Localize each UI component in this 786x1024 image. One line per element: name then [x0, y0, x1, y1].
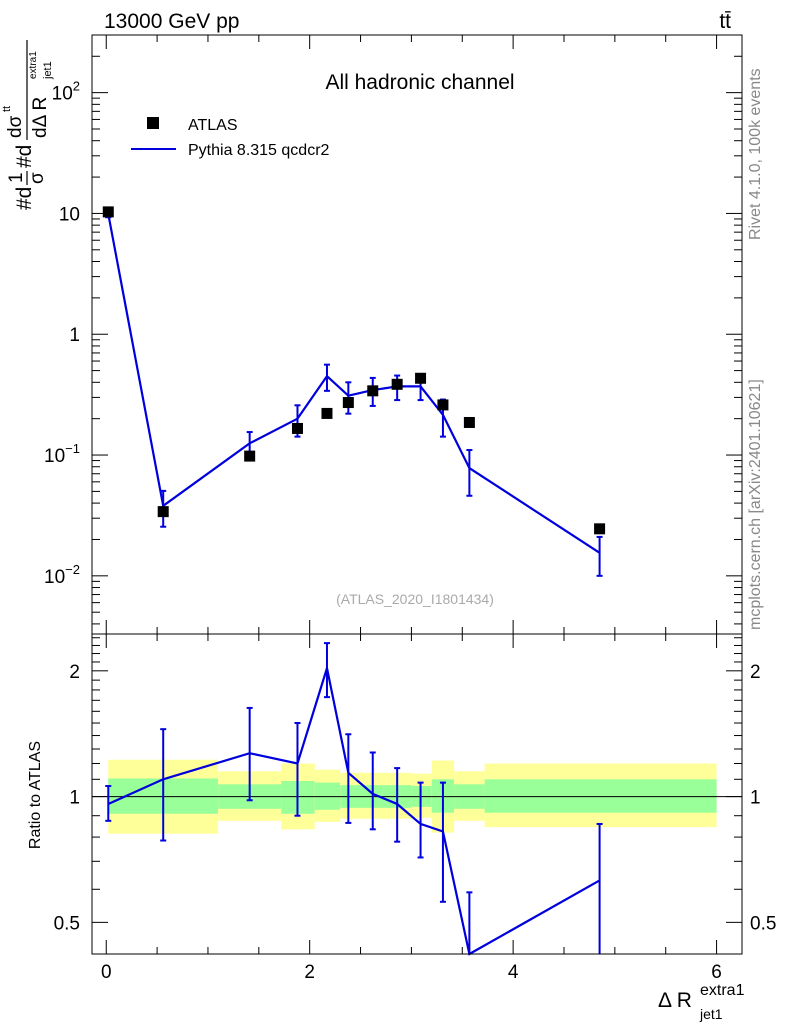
ratio-x-tick-label: 4: [508, 962, 519, 983]
main-y-tick-label: 10−1: [44, 441, 80, 467]
ylabel-frac2-num-sup: tt: [1, 106, 13, 112]
main-series: [102, 206, 606, 577]
ratio-axis-ticks: 0 2 4 6 0.5 0.5 1 1 2 2: [54, 634, 776, 983]
atlas-data-point: [342, 397, 354, 409]
ylabel-mid: #d: [13, 145, 36, 168]
ratio-x-tick-label: 6: [711, 962, 722, 983]
xlabel-sup: extra1: [700, 982, 745, 999]
ratio-y-axis-label: Ratio to ATLAS: [27, 741, 44, 849]
main-y-axis-label: #d 1 σ #d dσ tt dΔ R jet1 extra1: [1, 40, 54, 210]
main-y-tick-label: 10−2: [44, 562, 80, 588]
chart-title: All hadronic channel: [325, 71, 514, 94]
atlas-data-point: [367, 385, 379, 397]
ratio-y-tick-label-right: 1: [750, 788, 761, 809]
ratio-line: [107, 667, 601, 956]
pythia-line: [107, 213, 601, 554]
xlabel-sub: jet1: [699, 1006, 723, 1022]
ratio-series: [105, 642, 603, 956]
atlas-data-point: [437, 399, 449, 411]
main-y-tick-label: 10: [59, 204, 80, 225]
atlas-data-point: [157, 506, 169, 518]
mcplots-label: mcplots.cern.ch [arXiv:2401.10621]: [747, 379, 764, 630]
main-axis-ticks: 10−2 10−1 1 10 102: [44, 34, 742, 634]
process-label: tt̄: [719, 10, 731, 33]
ylabel-frac2-den: dΔ R: [30, 97, 51, 138]
ratio-x-tick-label: 2: [304, 962, 315, 983]
ylabel-main: #d: [13, 187, 36, 210]
analysis-id: (ATLAS_2020_I1801434): [336, 591, 494, 607]
main-y-tick-label: 1: [69, 325, 80, 346]
ylabel-frac2-num: dσ: [5, 115, 26, 138]
legend: ATLAS Pythia 8.315 qcdcr2: [131, 117, 330, 159]
rivet-label: Rivet 4.1.0, 100k events: [747, 68, 764, 240]
energy-label: 13000 GeV pp: [104, 10, 239, 33]
atlas-data-point: [291, 422, 303, 434]
atlas-data-point: [102, 206, 114, 218]
ratio-frame: [91, 633, 743, 955]
ratio-y-tick-label-right: 2: [750, 662, 761, 683]
atlas-data-point: [463, 416, 475, 428]
ratio-x-tick-label: 0: [101, 962, 112, 983]
atlas-data-point: [321, 407, 333, 419]
ratio-y-tick-label-left: 0.5: [54, 913, 80, 934]
ratio-y-tick-label-left: 1: [69, 788, 80, 809]
ratio-y-tick-label-left: 2: [69, 662, 80, 683]
ylabel-frac2-den-sub: jet1: [42, 61, 54, 80]
xlabel-main: Δ R: [658, 989, 692, 1012]
ylabel-frac1-num: 1: [6, 172, 27, 183]
main-y-tick-label: 102: [52, 79, 80, 105]
atlas-data-point: [244, 450, 256, 462]
x-axis-label: Δ R jet1 extra1: [658, 982, 745, 1022]
atlas-data-point: [594, 523, 606, 535]
legend-atlas-label: ATLAS: [188, 117, 238, 134]
ylabel-frac1-den: σ: [27, 172, 48, 184]
ratio-y-tick-label-right: 0.5: [750, 913, 776, 934]
ylabel-frac2-den-sup: extra1: [28, 51, 39, 79]
atlas-data-point: [391, 378, 403, 390]
atlas-data-point: [415, 372, 427, 384]
legend-pythia-label: Pythia 8.315 qcdcr2: [188, 142, 330, 159]
legend-atlas-marker: [147, 117, 159, 129]
ratio-band-inner: [484, 779, 717, 813]
